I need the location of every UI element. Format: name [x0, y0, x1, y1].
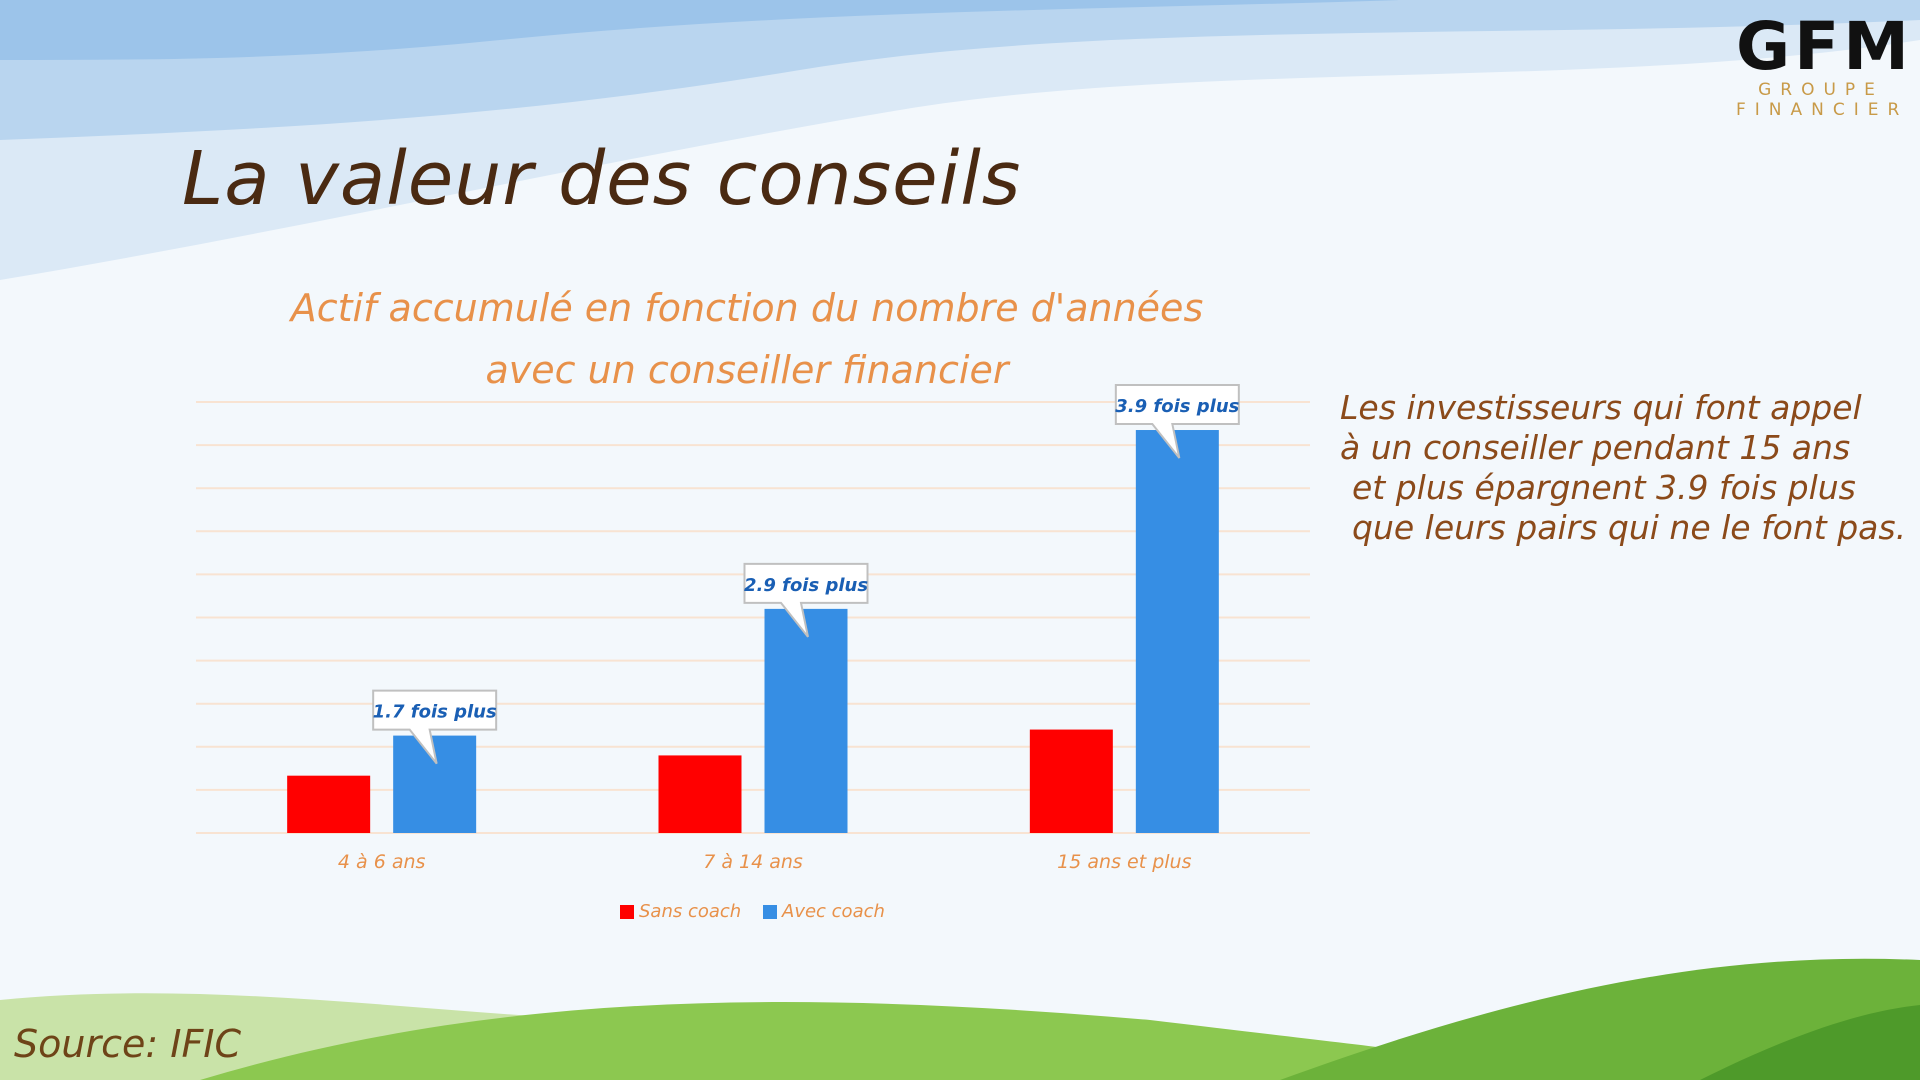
- page-title: La valeur des conseils: [182, 136, 1022, 222]
- bar-sans-coach: [1029, 729, 1113, 833]
- side-note-line: à un conseiller pendant 15 ans: [1340, 428, 1851, 467]
- callout-box: [372, 689, 498, 765]
- side-note-line: Les investisseurs qui font appel: [1340, 388, 1862, 427]
- bar-avec-coach: [1135, 430, 1219, 833]
- source-note: Source: IFIC: [14, 1022, 242, 1066]
- bar-sans-coach: [287, 775, 371, 833]
- hill-right-dark: [1700, 1005, 1920, 1080]
- gfm-logo: GFM GROUPE FINANCIER: [1736, 8, 1913, 121]
- bar-avec-coach: [764, 608, 848, 833]
- side-note: Les investisseurs qui font appel à un co…: [1340, 388, 1906, 548]
- x-tick-label: 15 ans et plus: [1057, 851, 1191, 873]
- callout-label: 3.9 fois plus: [1115, 396, 1239, 417]
- logo-line2: FINANCIER: [1736, 100, 1909, 120]
- side-note-line: que leurs pairs qui ne le font pas.: [1352, 508, 1907, 547]
- legend-swatch: [620, 905, 634, 919]
- x-tick-label: 4 à 6 ans: [338, 851, 426, 873]
- callout-label: 2.9 fois plus: [744, 575, 868, 596]
- bar-sans-coach: [658, 755, 742, 833]
- callout-box: [743, 562, 869, 638]
- chart-title-line-1: Actif accumulé en fonction du nombre d'a…: [290, 286, 1204, 330]
- chart-title-line-2: avec un conseiller financier: [485, 348, 1009, 392]
- legend-label: Sans coach: [639, 901, 741, 922]
- callout-box: [1114, 384, 1240, 459]
- callout-label: 1.7 fois plus: [373, 702, 497, 723]
- sky-wave-dark: [0, 0, 1400, 60]
- hill-mid: [200, 1002, 1600, 1080]
- hill-right: [1280, 958, 1920, 1080]
- logo-line1: GROUPE: [1758, 80, 1884, 100]
- legend-label: Avec coach: [781, 901, 885, 922]
- side-note-line: et plus épargnent 3.9 fois plus: [1352, 468, 1856, 507]
- x-tick-label: 7 à 14 ans: [703, 851, 803, 873]
- logo-mark: GFM: [1736, 8, 1913, 85]
- legend-swatch: [763, 905, 777, 919]
